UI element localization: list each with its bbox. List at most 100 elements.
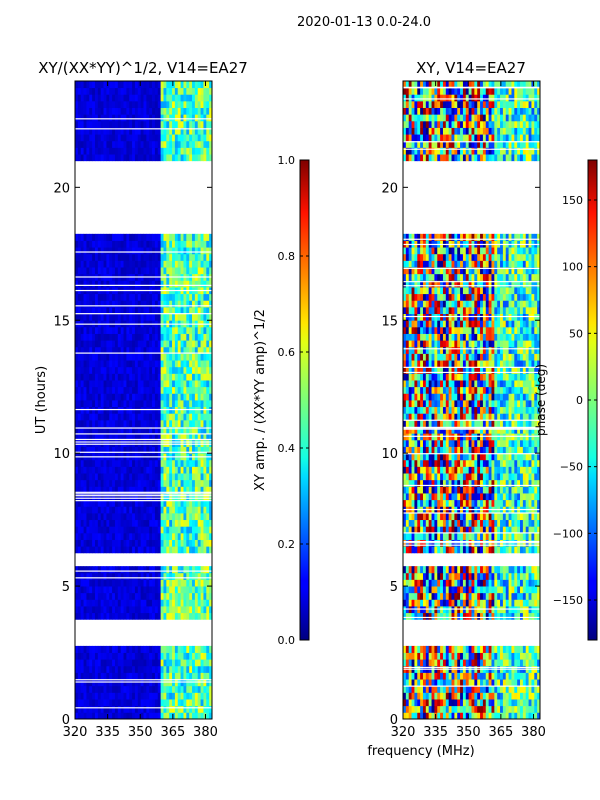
- heatmap-cell: [431, 672, 435, 680]
- heatmap-cell: [123, 134, 127, 142]
- heatmap-cell: [203, 127, 207, 135]
- heatmap-cell: [112, 100, 116, 108]
- heatmap-cell: [154, 360, 159, 368]
- heatmap-cell: [183, 486, 187, 494]
- left-y-axis-label: UT (hours): [34, 366, 49, 434]
- heatmap-cell: [123, 712, 127, 719]
- heatmap-cell: [83, 154, 87, 162]
- heatmap-cell: [491, 566, 495, 574]
- heatmap-cell: [75, 380, 79, 388]
- heatmap-cell: [203, 360, 207, 368]
- heatmap-cell: [120, 326, 124, 334]
- heatmap-cell: [86, 333, 90, 341]
- heatmap-cell: [83, 526, 87, 534]
- heatmap-cell: [180, 493, 184, 501]
- heatmap-cell: [192, 253, 196, 261]
- heatmap-cell: [75, 645, 79, 653]
- flagged-row: [75, 577, 212, 579]
- heatmap-cell: [160, 386, 164, 394]
- heatmap-cell: [132, 699, 136, 707]
- heatmap-cell: [117, 592, 122, 600]
- heatmap-cell: [129, 579, 133, 587]
- heatmap-cell: [520, 705, 524, 713]
- heatmap-cell: [97, 659, 102, 667]
- heatmap-cell: [177, 566, 181, 574]
- heatmap-cell: [146, 127, 150, 135]
- heatmap-cell: [183, 380, 187, 388]
- heatmap-cell: [194, 353, 199, 361]
- heatmap-cell: [154, 353, 159, 361]
- heatmap-cell: [414, 679, 418, 687]
- heatmap-cell: [100, 512, 104, 521]
- heatmap-cell: [80, 712, 84, 719]
- heatmap-cell: [203, 373, 207, 381]
- heatmap-cell: [502, 645, 507, 653]
- heatmap-cell: [126, 699, 130, 707]
- heatmap-cell: [169, 439, 173, 447]
- heatmap-cell: [140, 439, 144, 447]
- heatmap-cell: [194, 652, 199, 660]
- left-x-axis: 320 335 350 365 380: [63, 81, 218, 740]
- heatmap-cell: [86, 606, 90, 614]
- heatmap-cell: [103, 340, 107, 348]
- heatmap-cell: [126, 107, 130, 115]
- heatmap-cell: [120, 353, 124, 361]
- heatmap-cell: [511, 699, 515, 707]
- heatmap-cell: [123, 665, 127, 673]
- heatmap-cell: [200, 233, 204, 241]
- heatmap-cell: [146, 459, 150, 467]
- heatmap-cell: [209, 572, 212, 580]
- heatmap-cell: [137, 685, 142, 693]
- heatmap-cell: [134, 586, 139, 594]
- heatmap-cell: [172, 512, 176, 521]
- heatmap-cell: [405, 679, 410, 687]
- heatmap-cell: [194, 566, 199, 574]
- heatmap-cell: [194, 107, 199, 115]
- heatmap-cell: [460, 645, 464, 653]
- flagged-row: [75, 408, 212, 411]
- heatmap-cell: [425, 546, 430, 554]
- heatmap-cell: [152, 346, 156, 354]
- heatmap-cell: [134, 87, 139, 95]
- heatmap-cell: [462, 679, 467, 687]
- heatmap-cell: [103, 419, 107, 427]
- heatmap-cell: [86, 439, 90, 447]
- heatmap-cell: [77, 87, 82, 95]
- heatmap-cell: [209, 506, 212, 514]
- heatmap-cell: [163, 572, 167, 580]
- heatmap-cell: [152, 446, 156, 454]
- heatmap-cell: [425, 685, 430, 693]
- heatmap-cell: [477, 705, 481, 713]
- heatmap-cell: [103, 519, 107, 527]
- heatmap-cell: [488, 712, 492, 719]
- heatmap-cell: [160, 233, 164, 241]
- heatmap-cell: [89, 107, 93, 115]
- heatmap-cell: [200, 154, 204, 162]
- heatmap-cell: [500, 526, 504, 534]
- heatmap-cell: [445, 526, 450, 534]
- heatmap-cell: [146, 419, 150, 427]
- heatmap-cell: [194, 280, 199, 288]
- heatmap-cell: [126, 659, 130, 667]
- heatmap-cell: [109, 419, 113, 427]
- heatmap-cell: [97, 612, 102, 620]
- heatmap-cell: [114, 313, 119, 321]
- heatmap-cell: [86, 546, 90, 554]
- heatmap-cell: [103, 579, 107, 587]
- heatmap-cell: [174, 512, 179, 521]
- heatmap-cell: [428, 679, 432, 687]
- heatmap-cell: [172, 154, 176, 162]
- heatmap-cell: [140, 81, 144, 89]
- heatmap-cell: [120, 313, 124, 321]
- heatmap-cell: [114, 539, 119, 547]
- heatmap-cell: [457, 699, 461, 707]
- heatmap-cell: [114, 433, 119, 441]
- heatmap-cell: [112, 579, 116, 587]
- heatmap-cell: [83, 413, 87, 421]
- heatmap-cell: [172, 439, 176, 447]
- heatmap-cell: [457, 712, 461, 719]
- heatmap-cell: [126, 692, 130, 700]
- heatmap-cell: [89, 366, 93, 374]
- heatmap-cell: [86, 699, 90, 707]
- heatmap-cell: [134, 340, 139, 348]
